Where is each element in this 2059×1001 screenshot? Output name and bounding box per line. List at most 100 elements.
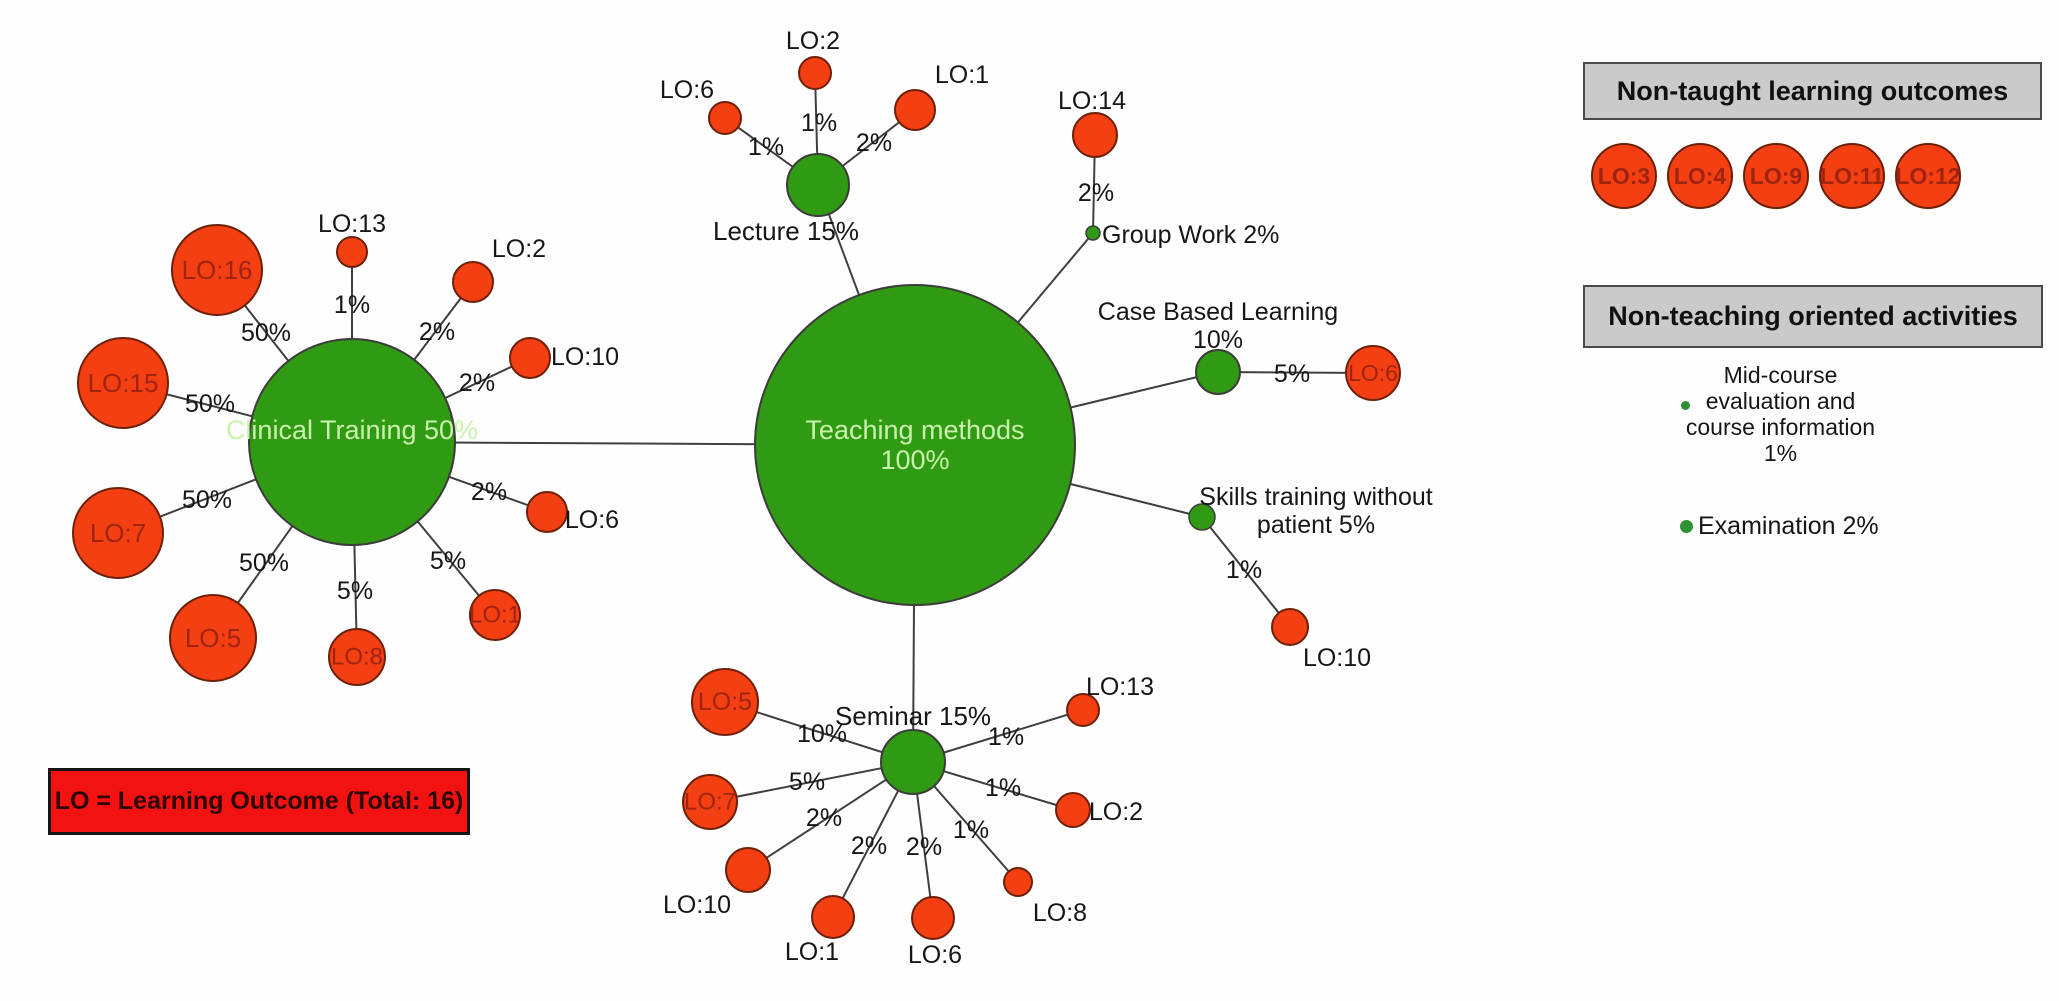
node-lo2-lec [798, 56, 832, 90]
midcourse-label-line: 1% [1763, 440, 1798, 466]
node-lo6-cli [526, 491, 568, 533]
examination-label: Examination 2% [1698, 512, 1879, 540]
text-label-11: LO:2 [492, 235, 546, 263]
text-label-14: LO:10 [663, 891, 731, 919]
legend-outcome-lo-4: LO:4 [1667, 143, 1733, 209]
node-lo7-sem [682, 774, 738, 830]
node-lo10-sem [725, 847, 771, 893]
node-label-lo16: LO:16 [182, 255, 253, 285]
text-label-19: LO:13 [1086, 673, 1154, 701]
non-taught-outcomes-row: LO:3 LO:4 LO:9 LO:11 LO:12 [1591, 143, 1961, 209]
edge-label-seminar-lo8-sem: 1% [953, 816, 989, 844]
midcourse-label-line: course information [1685, 414, 1876, 440]
text-label-7: Case Based Learning 10% [1098, 298, 1338, 354]
edge-label-clinical-lo13-cli: 1% [334, 291, 370, 319]
legend-outcome-label: LO:3 [1597, 162, 1651, 189]
node-lo16 [171, 224, 263, 316]
edge-label-clinical-lo16: 50% [241, 319, 291, 347]
node-lo1-cli [469, 589, 521, 641]
node-skills [1188, 503, 1216, 531]
edge-label-lecture-lo2-lec: 1% [801, 109, 837, 137]
node-lo8-cli [328, 628, 386, 686]
node-lo6-case [1345, 345, 1401, 401]
text-label-17: LO:8 [1033, 899, 1087, 927]
text-label-8: Skills training without patient 5% [1199, 483, 1432, 539]
legend-outcome-lo-9: LO:9 [1743, 143, 1809, 209]
edge-label-case-lo6-case: 5% [1274, 360, 1310, 388]
edge-label-skills-lo10-skl: 1% [1226, 556, 1262, 584]
node-lo6-sem [911, 896, 955, 940]
text-label-6: Group Work 2% [1102, 221, 1279, 249]
node-lo13-cli [336, 236, 368, 268]
node-teaching [754, 284, 1076, 606]
node-lo1-lec [894, 89, 936, 131]
legend-outcome-lo-12: LO:12 [1895, 143, 1961, 209]
node-lo14 [1072, 112, 1118, 158]
edge-label-clinical-lo5-cli: 50% [239, 549, 289, 577]
edge-label-clinical-lo1-cli: 5% [430, 547, 466, 575]
node-groupwork [1085, 225, 1101, 241]
node-seminar [880, 729, 946, 795]
edge-label-seminar-lo7-sem: 5% [789, 768, 825, 796]
edge-label-clinical-lo2-cli: 2% [419, 318, 455, 346]
legend-outcome-label: LO:11 [1820, 162, 1884, 189]
legend-outcome-lo-11: LO:11 [1819, 143, 1885, 209]
midcourse-label-line: Mid-course [1723, 362, 1838, 388]
note-box: LO = Learning Outcome (Total: 16) [48, 768, 470, 835]
text-label-5: LO:14 [1058, 87, 1126, 115]
node-label-lo1-cli: LO:1 [469, 602, 521, 629]
activities-legend-header: Non-teaching oriented activities [1583, 285, 2043, 348]
text-label-1: Seminar 15% [835, 701, 991, 731]
node-label-teaching: Teaching methods 100% [805, 415, 1024, 475]
node-lo10-cli [509, 337, 551, 379]
edge-label-clinical-lo15: 50% [185, 390, 235, 418]
midcourse-label: Mid-course evaluation and course informati… [1658, 362, 1903, 466]
text-label-10: LO:13 [318, 210, 386, 238]
node-lo1-sem [811, 895, 855, 939]
edge-label-clinical-lo6-cli: 2% [471, 478, 507, 506]
text-label-15: LO:1 [785, 938, 839, 966]
node-label-lo8-cli: LO:8 [331, 644, 383, 671]
node-clinical [248, 338, 456, 546]
examination-dot [1680, 520, 1693, 533]
legend-outcome-lo-3: LO:3 [1591, 143, 1657, 209]
text-label-12: LO:10 [551, 343, 619, 371]
edge-label-seminar-lo13-sem: 1% [988, 723, 1024, 751]
node-lo7-cli [72, 487, 164, 579]
edge-skills-lo10-skl [1201, 516, 1291, 628]
non-taught-legend-title: Non-taught learning outcomes [1616, 75, 2009, 106]
edge-label-lecture-lo6-lec: 1% [748, 133, 784, 161]
node-lo10-skl [1271, 608, 1309, 646]
legend-outcome-label: LO:4 [1673, 162, 1727, 189]
node-lo15 [77, 337, 169, 429]
edge-label-seminar-lo6-sem: 2% [906, 833, 942, 861]
node-label-clinical: Clinical Training 50% [226, 415, 478, 445]
text-label-4: LO:1 [935, 61, 989, 89]
node-lo5-sem [691, 668, 759, 736]
node-lo2-sem [1055, 792, 1091, 828]
activities-legend-title: Non-teaching oriented activities [1608, 301, 2018, 331]
node-lo6-lec [708, 101, 742, 135]
node-lo5-cli [169, 594, 257, 682]
node-case [1195, 349, 1241, 395]
node-lo2-cli [452, 261, 494, 303]
node-label-lo15: LO:15 [88, 368, 159, 398]
text-label-13: LO:6 [565, 506, 619, 534]
edge-label-seminar-lo10-sem: 2% [806, 804, 842, 832]
legend-outcome-label: LO:9 [1749, 162, 1803, 189]
text-label-0: Lecture 15% [713, 216, 859, 246]
node-lecture [786, 153, 850, 217]
text-label-2: LO:6 [660, 76, 714, 104]
node-label-lo6-case: LO:6 [1348, 360, 1398, 386]
node-label-lo7-sem: LO:7 [684, 789, 736, 816]
edge-label-clinical-lo7-cli: 50% [182, 486, 232, 514]
edge-label-seminar-lo2-sem: 1% [985, 774, 1021, 802]
edge-label-lecture-lo1-lec: 2% [856, 129, 892, 157]
edge-label-seminar-lo1-sem: 2% [851, 832, 887, 860]
node-label-lo7-cli: LO:7 [90, 518, 146, 548]
node-lo8-sem [1003, 867, 1033, 897]
node-lo13-sem [1066, 693, 1100, 727]
node-label-lo5-cli: LO:5 [185, 623, 241, 653]
